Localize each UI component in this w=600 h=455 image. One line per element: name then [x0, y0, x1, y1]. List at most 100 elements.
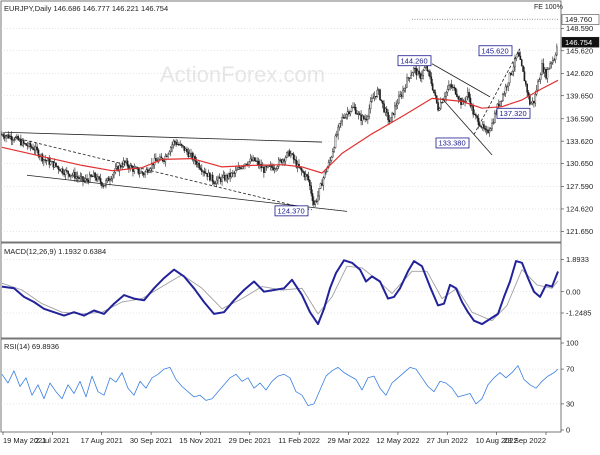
x-axis-label: 10 Aug 2022 — [476, 436, 518, 445]
candle-body — [55, 162, 57, 167]
candle-body — [294, 159, 296, 161]
price-annotation-label: 145.620 — [482, 46, 509, 55]
candle-body — [67, 170, 69, 175]
candle-body — [53, 162, 56, 168]
candle-body — [437, 102, 439, 111]
candle-body — [430, 76, 433, 84]
x-axis-label: 11 Feb 2022 — [278, 436, 320, 445]
candle-body — [502, 94, 504, 102]
trend-line — [4, 134, 313, 211]
candle-body — [72, 172, 75, 176]
candle-body — [17, 135, 20, 141]
candle-body — [221, 176, 223, 182]
candle-body — [385, 108, 388, 113]
candle-body — [214, 183, 217, 185]
candle-body — [26, 145, 29, 147]
candle-body — [190, 152, 192, 154]
candle-body — [273, 168, 276, 171]
candle-body — [14, 137, 17, 140]
candle-body — [364, 118, 366, 120]
candle-body — [346, 111, 349, 115]
candle-body — [94, 172, 96, 178]
candle-body — [476, 115, 479, 119]
watermark: ActionForex.com — [160, 62, 325, 87]
candle-body — [375, 96, 377, 98]
candle-body — [473, 114, 476, 116]
price-axis-tick-label: 145.620 — [566, 46, 593, 55]
candle-body — [171, 144, 173, 148]
candle-body — [284, 157, 287, 162]
candle-body — [252, 157, 254, 162]
candle-body — [75, 176, 78, 179]
candle-body — [68, 173, 71, 177]
candle-body — [2, 134, 5, 137]
candle-body — [480, 126, 483, 128]
last-price-label: 146.754 — [565, 38, 592, 47]
candle-body — [199, 167, 202, 170]
candle-body — [28, 142, 30, 147]
candle-body — [515, 56, 518, 59]
candle-body — [530, 102, 532, 105]
candle-body — [229, 172, 231, 177]
candle-body — [205, 172, 207, 174]
candle-body — [306, 174, 308, 177]
candle-body — [254, 160, 257, 162]
candle-body — [129, 165, 132, 169]
candle-body — [500, 100, 503, 102]
candle-body — [24, 143, 26, 145]
trend-line — [473, 48, 521, 135]
candle-body — [354, 106, 357, 114]
candle-body — [422, 70, 425, 76]
candle-body — [399, 94, 402, 97]
candle-body — [321, 183, 323, 186]
candle-body — [115, 166, 118, 169]
candle-body — [418, 70, 420, 74]
candle-body — [295, 159, 298, 168]
candle-body — [215, 179, 218, 184]
candle-body — [365, 118, 368, 120]
candle-body — [167, 153, 169, 157]
candle-body — [241, 166, 244, 169]
candle-body — [400, 94, 403, 97]
candle-body — [333, 147, 335, 152]
candle-body — [537, 81, 539, 91]
candle-body — [138, 172, 141, 174]
candle-body — [7, 134, 10, 139]
candle-body — [256, 160, 258, 162]
candle-body — [59, 169, 61, 172]
candle-body — [511, 71, 514, 75]
candle-body — [265, 166, 268, 168]
price-axis-tick-label: 139.650 — [566, 91, 593, 100]
candle-body — [453, 86, 456, 89]
candle-body — [546, 69, 549, 79]
rsi-axis-tick-label: 70 — [566, 365, 574, 374]
candle-body — [441, 102, 443, 104]
candle-body — [342, 117, 345, 119]
candle-body — [175, 141, 177, 145]
candle-body — [225, 175, 227, 181]
candle-body — [431, 83, 434, 91]
candle-body — [3, 136, 6, 139]
rsi-line — [1, 365, 559, 407]
candle-body — [309, 179, 311, 186]
candle-body — [176, 144, 179, 146]
candle-body — [56, 165, 59, 168]
candle-body — [489, 128, 492, 132]
price-header: EURJPY,Daily 146.686 146.777 146.221 146… — [4, 4, 168, 13]
candle-body — [495, 112, 497, 114]
candle-body — [444, 96, 446, 100]
candle-body — [303, 172, 306, 178]
candle-body — [313, 200, 315, 205]
candle-body — [349, 111, 352, 115]
price-annotation-box — [478, 45, 513, 57]
last-price-box — [561, 36, 600, 48]
candle-body — [408, 77, 411, 79]
candle-body — [545, 68, 547, 79]
rsi-grid — [1, 368, 561, 405]
candle-body — [91, 176, 94, 178]
candle-body — [240, 167, 242, 169]
candle-body — [207, 172, 210, 177]
candle-body — [95, 177, 98, 181]
candle-body — [288, 150, 291, 157]
